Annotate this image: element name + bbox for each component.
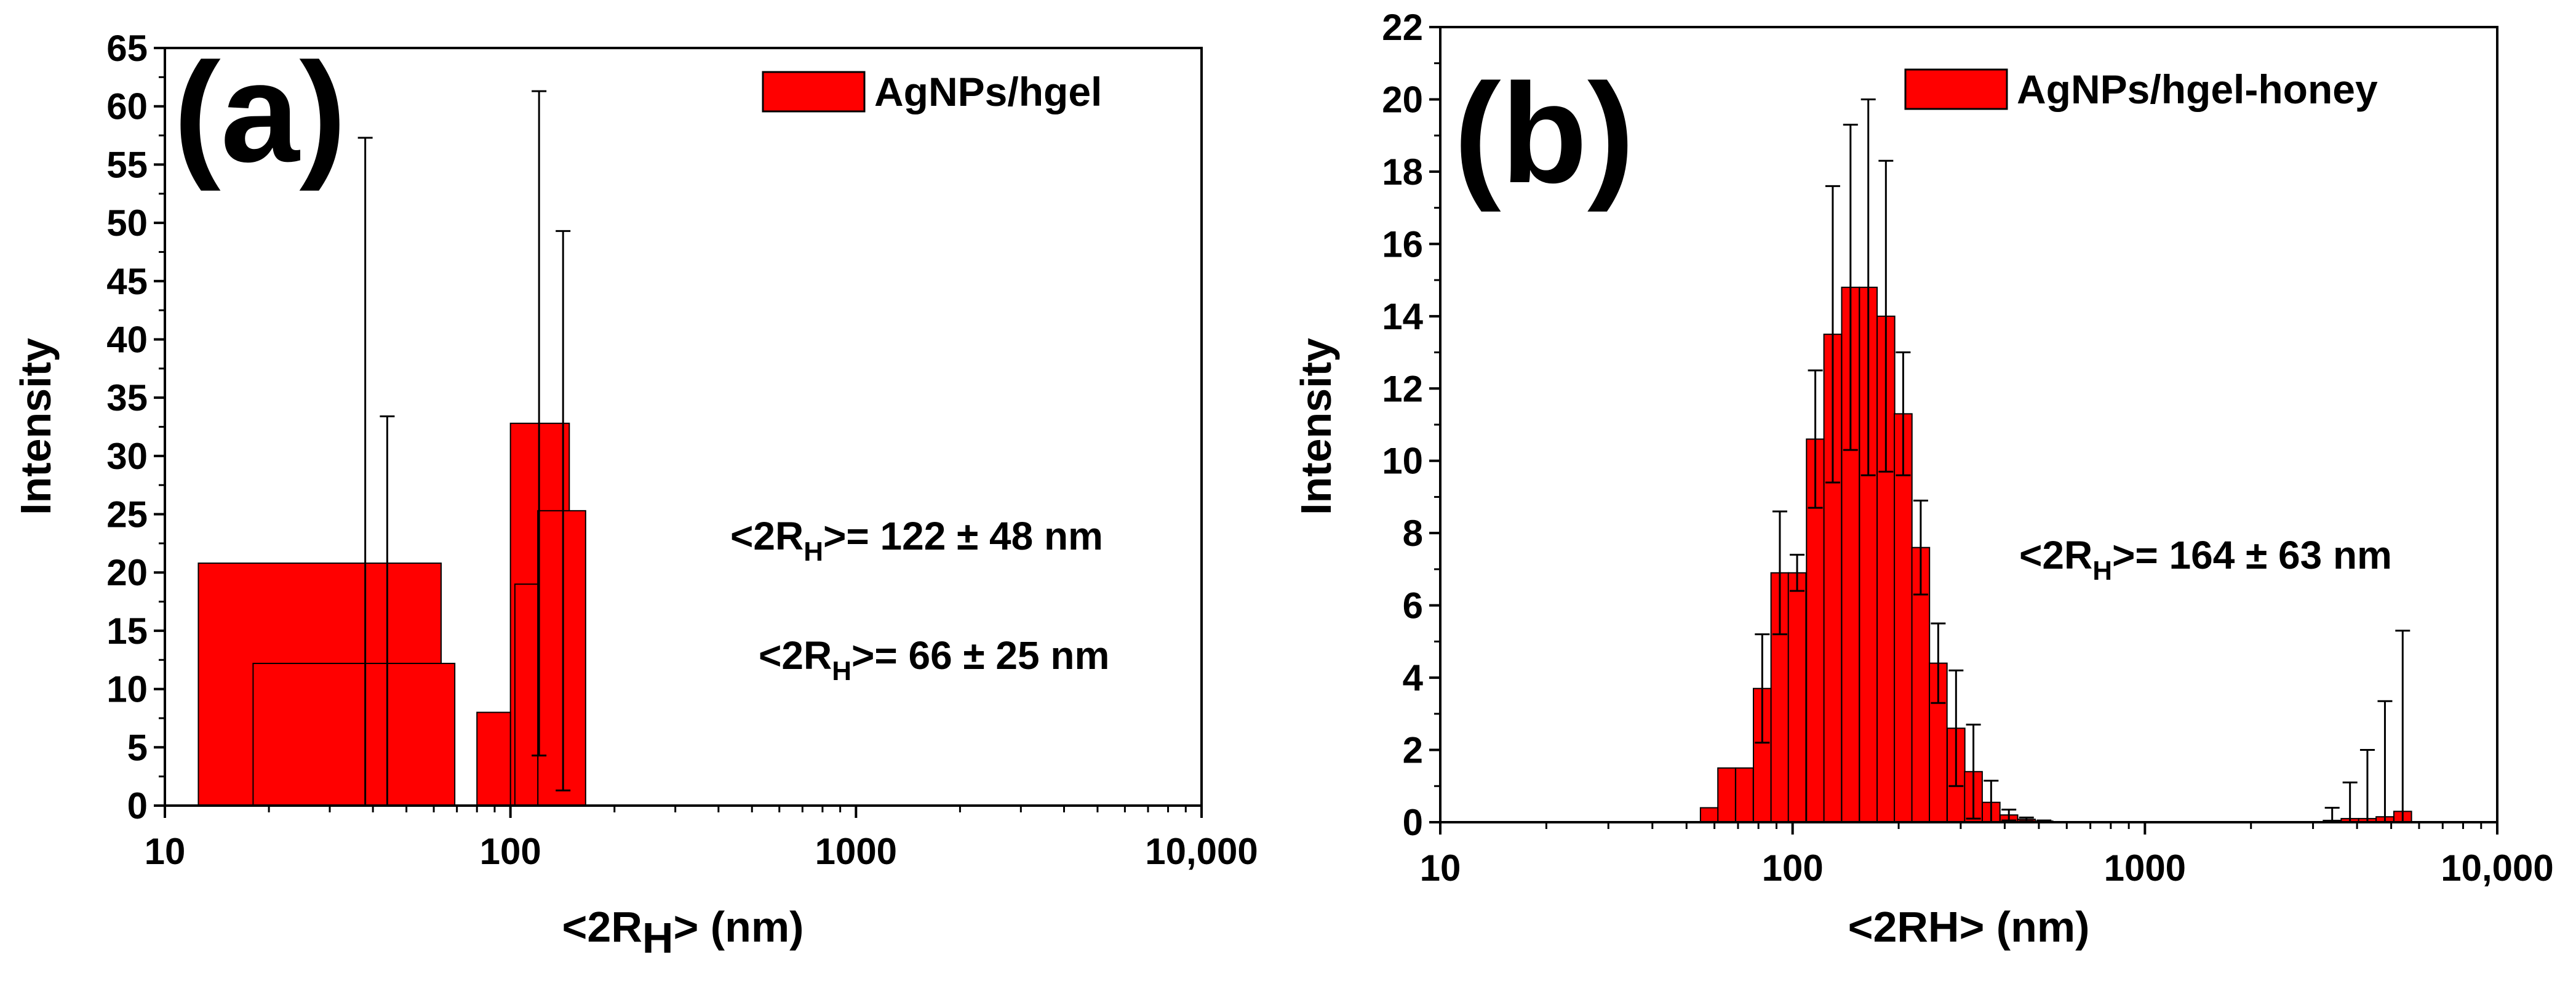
- x-tick-label: 1000: [2104, 847, 2186, 889]
- y-tick-label: 8: [1403, 513, 1423, 554]
- y-tick-label: 25: [106, 494, 148, 535]
- bar: [1735, 767, 1754, 823]
- panel-label: (b): [1454, 54, 1635, 212]
- x-axis-title: <2RH> (nm): [562, 903, 804, 962]
- x-axis-title: <2RH> (nm): [1848, 903, 2090, 951]
- x-tick-label: 10: [1420, 847, 1461, 889]
- bar: [252, 662, 456, 807]
- y-tick-label: 0: [127, 785, 148, 827]
- y-tick-label: 2: [1403, 730, 1423, 771]
- y-tick-label: 60: [106, 86, 148, 127]
- y-tick-label: 14: [1382, 296, 1423, 337]
- bar: [537, 510, 586, 806]
- y-tick-label: 16: [1382, 223, 1423, 265]
- y-tick-label: 30: [106, 436, 148, 477]
- y-tick-label: 55: [106, 144, 148, 185]
- annotation: <2RH>= 164 ± 63 nm: [2019, 533, 2392, 586]
- y-tick-label: 35: [106, 377, 148, 418]
- y-tick-label: 20: [1382, 79, 1423, 120]
- y-tick-label: 12: [1382, 368, 1423, 409]
- legend-swatch: [762, 71, 866, 113]
- x-tick-label: 10,000: [2441, 847, 2554, 889]
- legend-swatch: [1904, 68, 2008, 110]
- y-axis-title: Intensity: [1292, 338, 1340, 515]
- x-tick-label: 100: [1762, 847, 1824, 889]
- bar: [514, 583, 539, 807]
- panel-b: 0 2 4 6 8 10 12 14 16 18 20 22 10 100 1000 10,000 (b) AgN…: [1292, 7, 2554, 951]
- y-tick-label: 15: [106, 611, 148, 652]
- y-tick-label: 22: [1382, 7, 1423, 48]
- annotation: <2RH>= 66 ± 25 nm: [759, 633, 1109, 686]
- y-tick-label: 10: [106, 669, 148, 710]
- y-tick-label: 65: [106, 28, 148, 69]
- y-tick-label: 5: [127, 727, 148, 768]
- y-tick-label: 6: [1403, 585, 1423, 627]
- y-tick-label: 18: [1382, 151, 1423, 193]
- panel-a: 0 5 10 15 20 25 30 35 40 45 50 55 60 65 10 100 1000 10,00…: [12, 28, 1258, 962]
- y-tick-label: 10: [1382, 441, 1423, 482]
- bar: [1699, 807, 1719, 823]
- x-tick-label: 1000: [815, 831, 897, 872]
- y-tick-label: 20: [106, 552, 148, 593]
- y-tick-label: 0: [1403, 802, 1423, 843]
- y-tick-label: 40: [106, 319, 148, 360]
- annotation: <2RH>= 122 ± 48 nm: [730, 514, 1103, 567]
- bar: [476, 711, 511, 806]
- legend-label: AgNPs/hgel-honey: [2017, 66, 2378, 112]
- x-tick-label: 10,000: [1145, 831, 1258, 872]
- y-tick-label: 45: [106, 261, 148, 302]
- y-tick-label: 50: [106, 202, 148, 244]
- x-tick-label: 10: [145, 831, 186, 872]
- x-tick-label: 100: [480, 831, 541, 872]
- legend-label: AgNPs/hgel: [874, 69, 1102, 114]
- bar: [1787, 572, 1807, 823]
- panel-label: (a): [173, 33, 346, 191]
- y-axis-title: Intensity: [12, 338, 60, 515]
- bar: [1717, 767, 1736, 823]
- y-tick-label: 4: [1403, 657, 1424, 699]
- bars-group: [197, 422, 586, 807]
